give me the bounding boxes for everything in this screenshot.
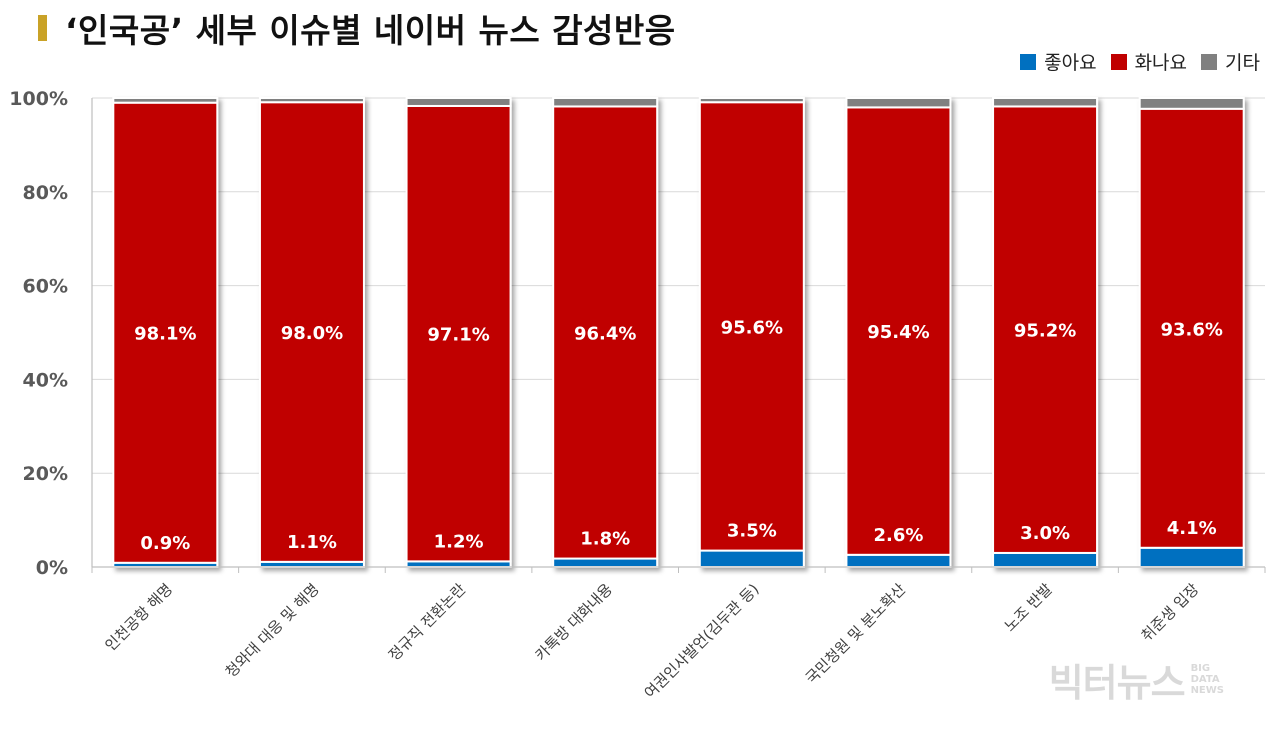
bar-stack bbox=[112, 97, 219, 568]
data-label-angry: 95.2% bbox=[1014, 321, 1076, 342]
y-tick-label: 20% bbox=[23, 463, 68, 485]
bar-segment-angry bbox=[405, 104, 512, 563]
legend-item-other: 기타 bbox=[1201, 48, 1260, 75]
bar-segment-other bbox=[698, 97, 805, 104]
bar-segment-angry bbox=[992, 105, 1099, 554]
data-label-angry: 97.1% bbox=[427, 325, 489, 346]
x-tick-label: 인천공항 해명 bbox=[101, 580, 176, 655]
title-area: ‘인국공’ 세부 이슈별 네이버 뉴스 감성반응 bbox=[38, 8, 676, 50]
bar-stack bbox=[1138, 97, 1245, 568]
x-tick-label: 정규직 전환논란 bbox=[385, 580, 470, 665]
watermark-main-text: 빅터뉴스 bbox=[1048, 661, 1186, 705]
bar-segment-angry bbox=[258, 101, 365, 563]
title-accent-bar bbox=[38, 15, 47, 41]
data-label-angry: 96.4% bbox=[574, 324, 636, 345]
data-label-angry: 98.0% bbox=[281, 323, 343, 344]
data-label-good: 4.1% bbox=[1167, 518, 1217, 539]
bar-segment-good bbox=[552, 557, 659, 568]
data-label-angry: 98.1% bbox=[134, 324, 196, 345]
legend-swatch-angry bbox=[1110, 53, 1127, 70]
bar-segment-other bbox=[1138, 97, 1245, 110]
bar-stack bbox=[405, 97, 512, 569]
bar-stack bbox=[258, 97, 365, 569]
bar-stack bbox=[552, 97, 659, 568]
legend: 좋아요 화나요 기타 bbox=[1006, 48, 1260, 75]
bar-segment-other bbox=[992, 97, 1099, 108]
bar-segment-other bbox=[258, 97, 365, 104]
legend-item-good: 좋아요 bbox=[1020, 48, 1097, 75]
bar-segment-other bbox=[405, 97, 512, 107]
bar-segment-good bbox=[1138, 546, 1245, 568]
legend-label-good: 좋아요 bbox=[1044, 52, 1097, 74]
legend-swatch-good bbox=[1020, 53, 1037, 70]
bar-segment-good bbox=[698, 549, 805, 569]
bar-segment-angry bbox=[698, 101, 805, 552]
bar-stack bbox=[992, 97, 1099, 568]
chart-title: ‘인국공’ 세부 이슈별 네이버 뉴스 감성반응 bbox=[65, 11, 676, 50]
x-tick-label: 여권인사발언(김두관 등) bbox=[641, 580, 763, 702]
x-tick-label: 카톡방 대화내용 bbox=[532, 580, 616, 664]
legend-label-other: 기타 bbox=[1225, 52, 1260, 74]
data-label-good: 0.9% bbox=[140, 533, 190, 554]
watermark-sub-text: BIG DATA NEWS bbox=[1191, 663, 1224, 696]
data-label-angry: 95.4% bbox=[867, 322, 929, 343]
bar-segment-other bbox=[845, 97, 952, 109]
data-label-good: 3.0% bbox=[1020, 523, 1070, 544]
bar-segment-angry bbox=[112, 101, 219, 564]
bar-segment-other bbox=[552, 97, 659, 108]
bar-segment-other bbox=[112, 97, 219, 104]
watermark-sub-line: NEWS bbox=[1190, 685, 1224, 696]
legend-item-angry: 화나요 bbox=[1110, 48, 1188, 75]
data-label-good: 1.8% bbox=[580, 529, 630, 550]
x-tick-label: 취준생 입장 bbox=[1138, 580, 1203, 645]
y-tick-label: 0% bbox=[36, 557, 68, 579]
watermark-logo: 빅터뉴스 BIG DATA NEWS bbox=[1049, 652, 1224, 707]
y-tick-label: 40% bbox=[23, 369, 68, 391]
y-tick-label: 100% bbox=[9, 88, 68, 110]
data-label-good: 1.1% bbox=[287, 532, 337, 553]
y-tick-label: 80% bbox=[23, 182, 68, 204]
bar-segment-angry bbox=[845, 106, 952, 556]
watermark-sub-line: DATA bbox=[1190, 674, 1220, 685]
legend-label-angry: 화나요 bbox=[1134, 52, 1188, 74]
y-tick-label: 60% bbox=[23, 276, 68, 298]
x-tick-label: 국민청원 및 분노확산 bbox=[802, 580, 909, 687]
legend-swatch-other bbox=[1201, 53, 1218, 70]
bar-segment-good bbox=[845, 553, 952, 569]
x-tick-label: 노조 반발 bbox=[1001, 580, 1056, 635]
data-label-angry: 95.6% bbox=[721, 317, 783, 338]
data-label-good: 1.2% bbox=[434, 531, 484, 552]
data-label-good: 2.6% bbox=[873, 525, 923, 546]
data-label-angry: 93.6% bbox=[1160, 319, 1222, 340]
data-label-good: 3.5% bbox=[727, 521, 777, 542]
x-tick-label: 청와대 대응 및 해명 bbox=[222, 580, 323, 681]
bar-stack bbox=[698, 97, 805, 569]
watermark-sub-line: BIG bbox=[1190, 663, 1211, 674]
bar-segment-good bbox=[992, 551, 1099, 568]
bar-stack bbox=[845, 97, 952, 569]
bar-segment-angry bbox=[1138, 107, 1245, 549]
bar-segment-angry bbox=[552, 105, 659, 560]
